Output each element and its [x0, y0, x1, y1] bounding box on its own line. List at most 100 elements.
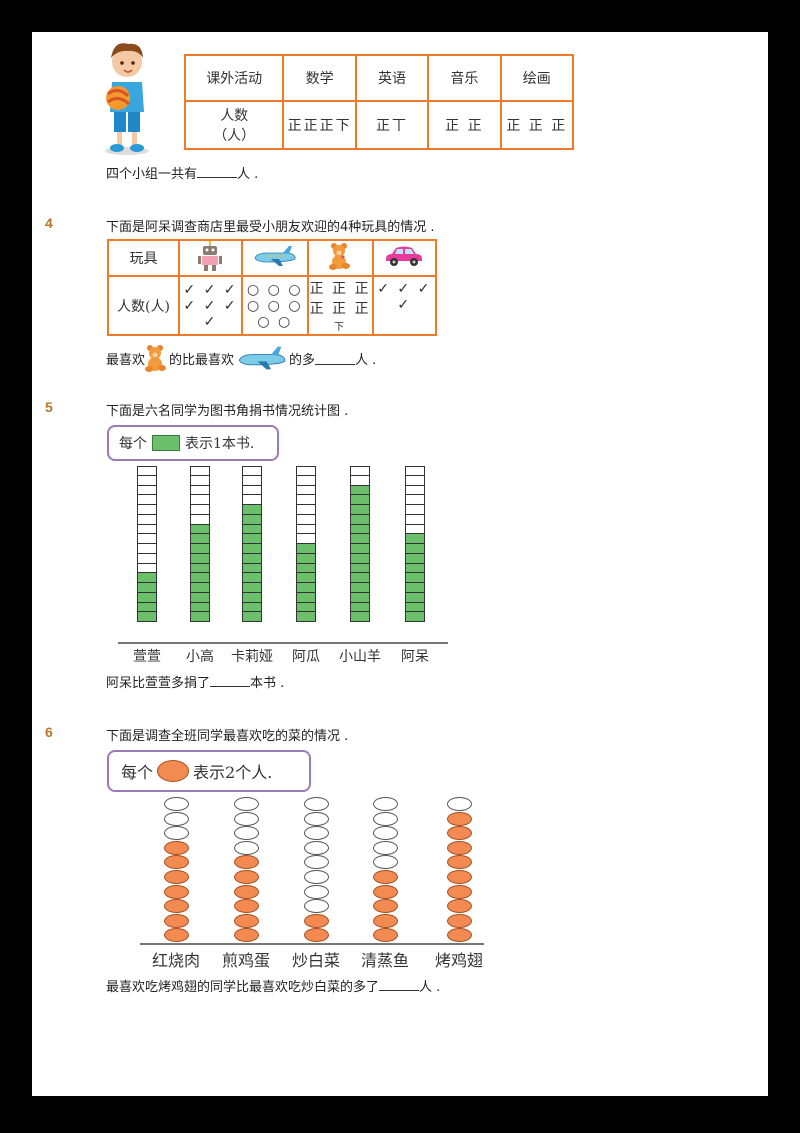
answer-blank[interactable] [379, 978, 420, 991]
filled-cell [405, 573, 425, 583]
empty-cell [137, 485, 157, 496]
filled-oval [372, 899, 398, 914]
filled-cell [190, 534, 210, 544]
oval-column [371, 797, 399, 943]
filled-cell [296, 592, 316, 603]
oval-column [302, 797, 330, 943]
filled-cell [405, 583, 425, 593]
filled-cell [190, 524, 210, 535]
filled-cell [190, 583, 210, 593]
filled-cell [350, 573, 370, 583]
filled-cell [350, 602, 370, 613]
legend-suffix: 表示1本书. [185, 436, 255, 452]
filled-cell [242, 514, 262, 525]
x-axis-label: 阿呆 [401, 649, 429, 665]
empty-cell [137, 514, 157, 525]
tally-line: ✓ [203, 313, 218, 330]
empty-oval [303, 811, 329, 826]
empty-cell [137, 505, 157, 515]
empty-cell [296, 514, 316, 525]
bar-column [296, 466, 316, 622]
bar-column [242, 466, 262, 622]
x-axis-label: 阿瓜 [292, 649, 320, 665]
filled-cell [350, 544, 370, 554]
filled-cell [350, 612, 370, 622]
bar-column [137, 466, 157, 622]
filled-oval [233, 869, 259, 884]
x-axis [118, 642, 448, 644]
filled-cell [296, 553, 316, 564]
x-axis-label: 小山羊 [339, 649, 381, 665]
green-square-icon [152, 435, 180, 451]
empty-oval [372, 840, 398, 855]
chart-legend: 每个 表示2个人. [107, 750, 311, 792]
filled-cell [405, 612, 425, 622]
empty-oval [233, 797, 259, 811]
filled-cell [190, 563, 210, 574]
tally-cell-teddy-bear: 正 正 正 正 正 正 下 [306, 275, 374, 336]
x-axis-label: 煎鸡蛋 [221, 951, 270, 970]
empty-cell [296, 485, 316, 496]
filled-oval [233, 884, 259, 899]
row-label-cell: 人数 （人） [183, 100, 285, 150]
filled-cell [405, 602, 425, 613]
question-prompt: 下面是阿呆调查商店里最受小朋友欢迎的4种玩具的情况 . [106, 220, 435, 235]
empty-cell [137, 553, 157, 564]
filled-oval [446, 869, 472, 884]
table-header-cell: 玩具 [107, 239, 180, 277]
question-suffix: 人 . [419, 980, 441, 995]
question-prompt: 下面是调查全班同学最喜欢吃的菜的情况 . [106, 729, 349, 744]
filled-cell [242, 573, 262, 583]
filled-cell [296, 612, 316, 622]
empty-oval [163, 811, 189, 826]
filled-cell [296, 544, 316, 554]
filled-oval [446, 840, 472, 855]
x-axis-label: 卡莉娅 [231, 649, 273, 665]
filled-oval [163, 913, 189, 928]
bar-column [190, 466, 210, 622]
empty-cell [296, 534, 316, 544]
tally-line: ✓ ✓ ✓ [377, 281, 432, 297]
filled-cell [190, 592, 210, 603]
empty-cell [296, 505, 316, 515]
table-header-cell: 数学 [282, 54, 357, 102]
filled-oval [163, 855, 189, 870]
tally-line: ✓ [397, 297, 412, 313]
question-prefix: 四个小组一共有 [106, 167, 198, 182]
legend-prefix: 每个 [119, 436, 147, 452]
filled-cell [350, 583, 370, 593]
empty-cell [405, 514, 425, 525]
answer-blank[interactable] [210, 674, 251, 687]
empty-cell [190, 485, 210, 496]
empty-cell [137, 475, 157, 486]
filled-cell [190, 602, 210, 613]
filled-cell [242, 534, 262, 544]
filled-oval [372, 913, 398, 928]
filled-oval [446, 913, 472, 928]
filled-cell [405, 563, 425, 574]
empty-oval [372, 811, 398, 826]
filled-cell [405, 553, 425, 564]
x-axis-label: 小高 [186, 649, 214, 665]
filled-cell [137, 592, 157, 603]
empty-cell [405, 524, 425, 535]
table-header-cell: 课外活动 [183, 54, 285, 102]
tally-cell-car: ✓ ✓ ✓ ✓ [371, 275, 437, 336]
empty-cell [350, 475, 370, 486]
answer-blank[interactable] [315, 352, 356, 365]
filled-cell [190, 573, 210, 583]
question-prompt: 下面是六名同学为图书角捐书情况统计图 . [106, 404, 349, 419]
filled-oval [233, 928, 259, 943]
answer-blank[interactable] [197, 165, 238, 178]
tally-line: 正 正 正 [309, 301, 371, 317]
toy-tally-table: 玩具 [107, 239, 437, 336]
question-number: 6 [45, 724, 53, 740]
empty-oval [303, 899, 329, 914]
filled-cell [350, 592, 370, 603]
filled-cell [242, 553, 262, 564]
question-line: 阿呆比萱萱多捐了 本书 . [106, 672, 284, 691]
filled-oval [446, 884, 472, 899]
car-icon [371, 239, 437, 277]
empty-cell [296, 495, 316, 505]
empty-oval [303, 855, 329, 870]
